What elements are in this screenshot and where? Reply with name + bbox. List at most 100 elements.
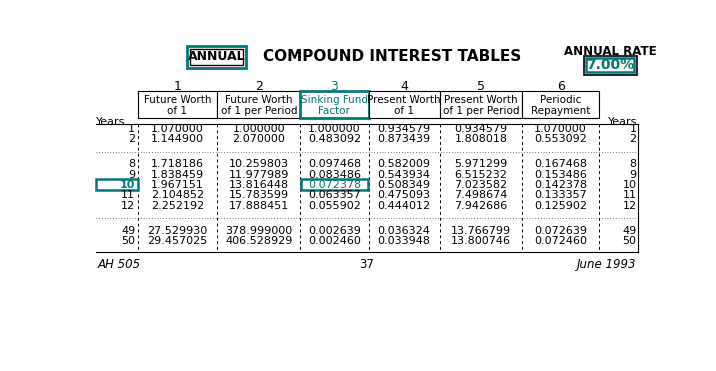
- Text: 12: 12: [121, 201, 135, 211]
- Text: 0.002639: 0.002639: [308, 226, 361, 236]
- Text: 378.999000: 378.999000: [226, 226, 292, 236]
- Text: 3: 3: [331, 80, 339, 93]
- Text: 1: 1: [173, 80, 181, 93]
- Text: 13.800746: 13.800746: [451, 236, 511, 246]
- Text: 11.977989: 11.977989: [228, 170, 289, 180]
- Text: 0.543934: 0.543934: [377, 170, 430, 180]
- Text: 27.529930: 27.529930: [147, 226, 208, 236]
- Text: AH 505: AH 505: [97, 258, 140, 271]
- Text: of 1 per Period: of 1 per Period: [221, 106, 297, 116]
- Text: 0.444012: 0.444012: [377, 201, 431, 211]
- Bar: [369, 92, 440, 118]
- Text: 406.528929: 406.528929: [225, 236, 293, 246]
- Text: 1: 1: [128, 124, 135, 134]
- Text: Sinking Fund: Sinking Fund: [301, 95, 368, 105]
- Text: 2: 2: [255, 80, 263, 93]
- Text: 1.070000: 1.070000: [534, 124, 587, 134]
- Text: 2: 2: [629, 134, 637, 144]
- Text: 0.873439: 0.873439: [377, 134, 431, 144]
- Text: 1.070000: 1.070000: [151, 124, 204, 134]
- Text: 0.153486: 0.153486: [534, 170, 587, 180]
- Text: 29.457025: 29.457025: [147, 236, 208, 246]
- Text: 0.508349: 0.508349: [377, 180, 430, 190]
- Bar: [522, 92, 599, 118]
- Text: Present Worth: Present Worth: [444, 95, 518, 105]
- Text: 6: 6: [557, 80, 565, 93]
- Text: 49: 49: [121, 226, 135, 236]
- Text: Years: Years: [97, 117, 126, 127]
- Text: COMPOUND INTEREST TABLES: COMPOUND INTEREST TABLES: [263, 49, 521, 64]
- Text: of 1: of 1: [168, 106, 188, 116]
- Text: 1.000000: 1.000000: [308, 124, 361, 134]
- Bar: [584, 56, 637, 75]
- Text: 0.063357: 0.063357: [308, 190, 361, 200]
- Text: 8: 8: [629, 159, 637, 169]
- Text: June 1993: June 1993: [577, 258, 637, 271]
- Text: 1.000000: 1.000000: [233, 124, 285, 134]
- Text: 37: 37: [359, 258, 374, 271]
- Text: 2: 2: [128, 134, 135, 144]
- Text: 0.072460: 0.072460: [534, 236, 587, 246]
- Text: 6.515232: 6.515232: [455, 170, 508, 180]
- Text: 0.036324: 0.036324: [378, 226, 430, 236]
- Text: 0.142378: 0.142378: [534, 180, 587, 190]
- Text: 5: 5: [477, 80, 485, 93]
- Text: 8: 8: [128, 159, 135, 169]
- Bar: [440, 92, 522, 118]
- Text: 5.971299: 5.971299: [454, 159, 508, 169]
- Text: Present Worth: Present Worth: [367, 95, 441, 105]
- Text: 0.083486: 0.083486: [308, 170, 361, 180]
- Text: 0.072378: 0.072378: [308, 180, 361, 190]
- Bar: [137, 92, 218, 118]
- Text: 0.582009: 0.582009: [377, 159, 430, 169]
- Text: Factor: Factor: [319, 106, 350, 116]
- Text: 2.070000: 2.070000: [233, 134, 285, 144]
- Text: 0.483092: 0.483092: [308, 134, 361, 144]
- Text: 0.002460: 0.002460: [308, 236, 361, 246]
- Text: Future Worth: Future Worth: [225, 95, 293, 105]
- Text: 15.783599: 15.783599: [229, 190, 289, 200]
- Text: 1: 1: [629, 124, 637, 134]
- Bar: [218, 92, 300, 118]
- Text: 0.475093: 0.475093: [377, 190, 430, 200]
- Text: 1.144900: 1.144900: [151, 134, 204, 144]
- Text: 0.167468: 0.167468: [534, 159, 587, 169]
- Text: 1.967151: 1.967151: [151, 180, 204, 190]
- Text: 13.816448: 13.816448: [229, 180, 289, 190]
- Text: ANNUAL RATE: ANNUAL RATE: [564, 45, 657, 58]
- Text: 2.252192: 2.252192: [151, 201, 204, 211]
- Text: 7.00%: 7.00%: [586, 58, 634, 72]
- Text: 12: 12: [622, 201, 637, 211]
- Text: 0.553092: 0.553092: [534, 134, 587, 144]
- Bar: [301, 179, 368, 190]
- Text: ANNUAL: ANNUAL: [188, 50, 246, 63]
- Text: 13.766799: 13.766799: [451, 226, 511, 236]
- Text: 7.942686: 7.942686: [454, 201, 508, 211]
- Text: 0.072639: 0.072639: [534, 226, 587, 236]
- Text: 11: 11: [121, 190, 135, 200]
- Text: of 1 per Period: of 1 per Period: [442, 106, 519, 116]
- Text: 2.104852: 2.104852: [151, 190, 204, 200]
- Bar: [300, 92, 369, 118]
- Bar: [187, 46, 246, 68]
- Text: Years: Years: [608, 117, 637, 127]
- Text: 49: 49: [622, 226, 637, 236]
- Text: 10: 10: [120, 180, 135, 190]
- Text: Future Worth: Future Worth: [144, 95, 211, 105]
- Text: 1.808018: 1.808018: [455, 134, 508, 144]
- Text: 0.097468: 0.097468: [308, 159, 361, 169]
- Text: 4: 4: [400, 80, 408, 93]
- Text: 0.055902: 0.055902: [308, 201, 361, 211]
- Text: of 1: of 1: [394, 106, 414, 116]
- Text: Periodic: Periodic: [540, 95, 581, 105]
- Text: 9: 9: [128, 170, 135, 180]
- Text: 0.133357: 0.133357: [534, 190, 587, 200]
- Text: 0.033948: 0.033948: [377, 236, 430, 246]
- Bar: [190, 49, 243, 65]
- Text: 17.888451: 17.888451: [228, 201, 289, 211]
- Text: 10: 10: [623, 180, 637, 190]
- Text: 1.718186: 1.718186: [151, 159, 204, 169]
- Bar: [96, 179, 137, 190]
- Text: 10.259803: 10.259803: [229, 159, 289, 169]
- Text: 7.498674: 7.498674: [454, 190, 508, 200]
